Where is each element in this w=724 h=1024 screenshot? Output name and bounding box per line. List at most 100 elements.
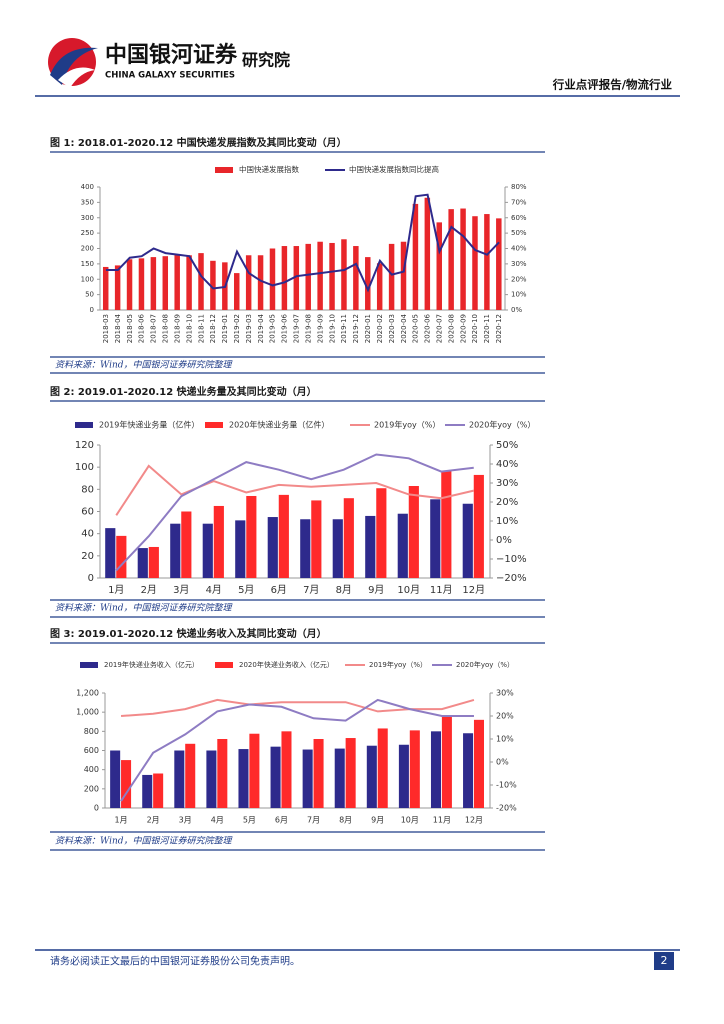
x-tick-label: 2019-10 (328, 314, 336, 343)
line-series (120, 698, 475, 717)
x-tick-label: 2019-12 (352, 314, 360, 343)
x-tick-label: 2020-05 (412, 314, 420, 343)
y-tick-label: 350 (81, 198, 94, 206)
bar (463, 733, 474, 808)
bar (153, 773, 164, 808)
bar (121, 760, 132, 808)
y2-tick-label: 60% (511, 214, 527, 222)
y-tick-label: 1,200 (76, 689, 99, 698)
y-tick-label: 100 (81, 275, 94, 283)
bar (142, 774, 153, 808)
legend-swatch (75, 422, 93, 428)
legend-label: 2020年快递业务收入（亿元） (239, 660, 334, 669)
bar (213, 505, 224, 578)
page-number: 2 (661, 954, 668, 967)
x-tick-label: 2018-10 (185, 314, 193, 343)
bar (148, 546, 159, 578)
bar (300, 519, 311, 578)
bar (210, 260, 216, 310)
y2-tick-label: 70% (511, 198, 527, 206)
x-tick-label: 2020-10 (471, 314, 479, 343)
bar (246, 495, 257, 578)
x-tick-label: 4月 (211, 816, 224, 825)
bar (202, 523, 213, 578)
bar (448, 209, 454, 310)
x-tick-label: 2018-03 (102, 314, 110, 343)
x-tick-label: 2019-09 (316, 314, 324, 343)
x-tick-label: 2018-05 (126, 314, 134, 343)
bar (365, 257, 371, 310)
y2-tick-label: 0% (511, 306, 522, 314)
bar (234, 273, 240, 310)
y-tick-label: 300 (81, 214, 94, 222)
bar (181, 511, 192, 578)
bar (302, 749, 313, 808)
x-tick-label: 3月 (179, 816, 192, 825)
y2-tick-label: 20% (511, 275, 527, 283)
bar (150, 257, 157, 310)
bar (138, 258, 145, 310)
y-tick-label: 400 (84, 765, 99, 774)
x-tick-label: 2020-11 (483, 314, 491, 343)
y2-tick-label: 0% (496, 535, 512, 546)
y-tick-label: 0 (88, 573, 94, 584)
y2-tick-label: 30% (511, 260, 527, 268)
y2-tick-label: 30% (496, 478, 518, 489)
x-tick-label: 1月 (114, 816, 127, 825)
bar (235, 520, 246, 578)
x-tick-label: 2018-04 (114, 313, 122, 343)
y2-tick-label: 20% (496, 497, 518, 508)
brand-en: CHINA GALAXY SECURITIES (105, 71, 235, 81)
x-tick-label: 10月 (401, 816, 419, 825)
y2-tick-label: 10% (496, 516, 518, 527)
x-tick-label: 2019-06 (281, 313, 289, 343)
legend-swatch (215, 662, 233, 668)
bar (332, 519, 343, 578)
y-tick-label: 0 (94, 804, 99, 813)
x-tick-label: 5月 (238, 584, 254, 596)
bar (238, 749, 249, 808)
bar (114, 265, 121, 310)
bar (102, 266, 109, 310)
bar (105, 528, 116, 578)
bar (412, 203, 419, 310)
bar (270, 746, 281, 808)
y2-tick-label: -20% (496, 804, 517, 813)
bar (317, 241, 323, 310)
bar (162, 256, 169, 310)
x-tick-label: 3月 (173, 584, 189, 596)
bar (257, 255, 264, 310)
x-tick-label: 2月 (141, 584, 157, 596)
bar (293, 246, 300, 310)
bar (110, 750, 121, 808)
y-tick-label: 250 (81, 229, 94, 237)
x-tick-label: 10月 (397, 584, 420, 596)
bar (473, 474, 484, 578)
bar (313, 739, 324, 808)
x-tick-label: 2018-09 (173, 314, 181, 343)
x-tick-label: 2018-11 (197, 314, 205, 343)
bar (400, 241, 407, 310)
x-tick-label: 2020-02 (376, 314, 384, 343)
x-tick-label: 2018-08 (162, 314, 170, 343)
figure-caption: 图 1: 2018.01-2020.12 中国快递发展指数及其同比变动（月） (50, 136, 347, 149)
y2-tick-label: 80% (511, 183, 527, 191)
y2-tick-label: −20% (496, 573, 527, 584)
x-tick-label: 11月 (430, 584, 453, 596)
bar (424, 197, 431, 310)
y-tick-label: 0 (90, 306, 94, 314)
bar (217, 739, 228, 808)
x-tick-label: 11月 (433, 816, 451, 825)
disclaimer: 请务必阅读正文最后的中国银河证券股份公司免责声明。 (50, 955, 300, 968)
x-tick-label: 9月 (368, 584, 384, 596)
bar (496, 218, 502, 310)
y2-tick-label: 50% (496, 440, 518, 451)
x-tick-label: 2019-01 (221, 314, 229, 343)
bar (436, 222, 442, 310)
bar (473, 719, 484, 808)
bar (334, 748, 345, 808)
x-tick-label: 7月 (307, 816, 320, 825)
y-tick-label: 200 (84, 784, 99, 793)
y2-tick-label: -10% (496, 781, 517, 790)
